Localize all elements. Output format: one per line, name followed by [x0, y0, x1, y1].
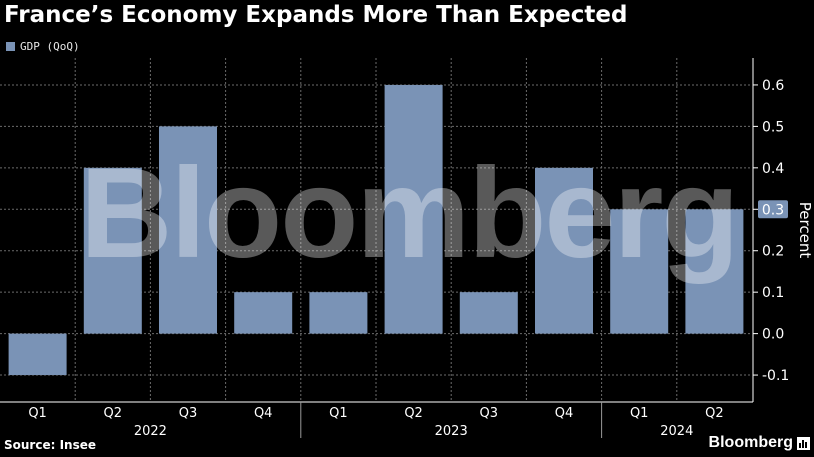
last-value-label: 0.3 — [762, 202, 784, 218]
legend-swatch — [6, 42, 15, 51]
x-tick-label: Q2 — [104, 406, 123, 421]
x-tick-label: Q1 — [28, 406, 47, 421]
x-tick-label: Q1 — [630, 406, 649, 421]
bar — [234, 292, 293, 334]
x-tick-label: Q2 — [705, 406, 724, 421]
brand-logo: Bloomberg — [709, 434, 810, 452]
chart-title: France’s Economy Expands More Than Expec… — [4, 2, 628, 28]
year-label: 2024 — [660, 424, 693, 439]
bar — [459, 292, 518, 334]
y-tick-label: 0.0 — [762, 327, 784, 343]
bar — [309, 292, 368, 334]
bar-chart-icon — [797, 436, 810, 450]
x-tick-label: Q4 — [555, 406, 574, 421]
y-tick-label: 0.1 — [762, 285, 784, 301]
last-value-badge — [758, 200, 788, 219]
bar — [159, 126, 217, 334]
y-tick-label: 0.4 — [762, 161, 784, 177]
x-tick-label: Q3 — [179, 406, 198, 421]
bar — [610, 209, 669, 334]
x-axis: Q1 Q2 Q3 Q4 Q1 Q2 Q3 Q4 Q1 Q2 2022 2023 2024 — [0, 401, 753, 439]
legend: GDP (QoQ) — [6, 40, 80, 53]
bar — [83, 167, 142, 334]
bar — [8, 333, 67, 376]
x-tick-label: Q1 — [329, 406, 348, 421]
source-note: Source: Insee — [4, 438, 97, 452]
y-tick-label: 0.5 — [762, 119, 784, 135]
y-axis-title: Percent — [796, 202, 814, 259]
bar — [384, 84, 443, 334]
bars — [8, 84, 744, 376]
legend-label: GDP (QoQ) — [20, 40, 80, 53]
bar — [535, 167, 593, 334]
bar — [685, 209, 744, 334]
x-tick-label: Q3 — [480, 406, 499, 421]
y-tick-label: 0.2 — [762, 244, 784, 260]
year-label: 2022 — [134, 424, 167, 439]
brand-text: Bloomberg — [708, 434, 793, 451]
x-tick-label: Q2 — [404, 406, 423, 421]
x-tick-label: Q4 — [254, 406, 273, 421]
year-label: 2023 — [435, 424, 468, 439]
y-tick-label: 0.6 — [762, 78, 784, 94]
y-tick-label: -0.1 — [762, 368, 789, 384]
